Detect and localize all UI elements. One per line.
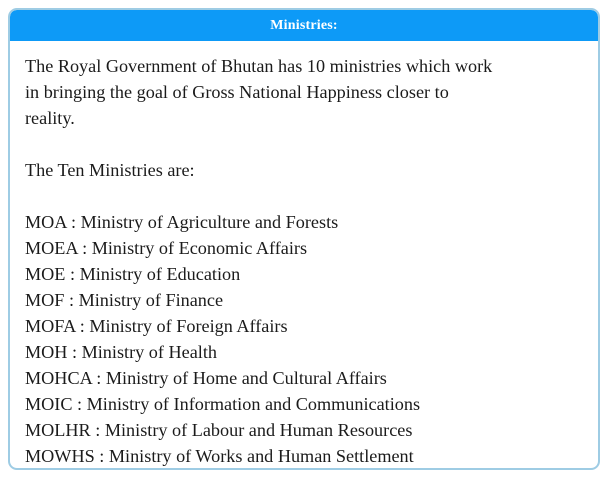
list-item: MOH : Ministry of Health bbox=[25, 342, 217, 362]
intro-paragraph: The Royal Government of Bhutan has 10 mi… bbox=[25, 53, 584, 131]
intro-line: The Royal Government of Bhutan has 10 mi… bbox=[25, 56, 493, 76]
intro-line: in bringing the goal of Gross National H… bbox=[25, 82, 449, 102]
list-item: MOLHR : Ministry of Labour and Human Res… bbox=[25, 420, 413, 440]
list-heading: The Ten Ministries are: bbox=[25, 160, 195, 180]
list-item: MOHCA : Ministry of Home and Cultural Af… bbox=[25, 368, 387, 388]
card-body: The Royal Government of Bhutan has 10 mi… bbox=[10, 41, 598, 468]
card-header-title: Ministries: bbox=[270, 17, 338, 33]
ministries-card: Ministries: The Royal Government of Bhut… bbox=[8, 8, 600, 470]
ministries-list: MOA : Ministry of Agriculture and Forest… bbox=[25, 209, 584, 468]
card-header: Ministries: bbox=[10, 10, 598, 41]
list-item: MOEA : Ministry of Economic Affairs bbox=[25, 238, 308, 258]
list-item: MOA : Ministry of Agriculture and Forest… bbox=[25, 212, 339, 232]
list-item: MOIC : Ministry of Information and Commu… bbox=[25, 394, 421, 414]
list-item: MOWHS : Ministry of Works and Human Sett… bbox=[25, 446, 414, 466]
list-item: MOE : Ministry of Education bbox=[25, 264, 241, 284]
list-item: MOF : Ministry of Finance bbox=[25, 290, 224, 310]
list-item: MOFA : Ministry of Foreign Affairs bbox=[25, 316, 288, 336]
intro-line: reality. bbox=[25, 108, 75, 128]
list-heading-block: The Ten Ministries are: bbox=[25, 157, 584, 183]
